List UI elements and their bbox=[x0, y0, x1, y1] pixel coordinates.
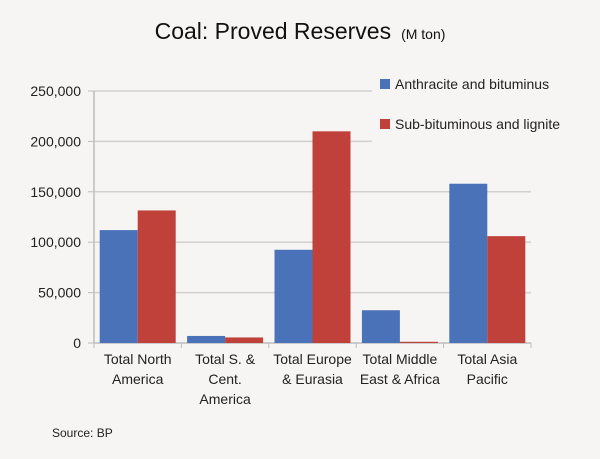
bar-subbituminous bbox=[487, 236, 526, 343]
chart-unit: (M ton) bbox=[401, 26, 446, 42]
x-category-label: Total North America bbox=[104, 351, 172, 387]
bar-anthracite bbox=[187, 335, 226, 343]
legend-background bbox=[372, 80, 600, 150]
bar-subbituminous bbox=[225, 337, 264, 343]
bar-anthracite bbox=[274, 249, 313, 343]
y-tick-label: 200,000 bbox=[30, 133, 81, 149]
bar-subbituminous bbox=[312, 131, 351, 343]
x-category-label: Total Middle East & Africa bbox=[360, 351, 440, 387]
y-tick-label: 100,000 bbox=[30, 234, 81, 250]
bar-anthracite bbox=[449, 183, 488, 343]
bar-subbituminous bbox=[399, 341, 438, 343]
chart-title-text: Coal: Proved Reserves bbox=[154, 18, 392, 44]
y-tick-label: 150,000 bbox=[30, 184, 81, 200]
legend-label: Anthracite and bituminus bbox=[395, 76, 549, 92]
bar-anthracite bbox=[361, 310, 400, 343]
x-category-label: Total S. & Cent. America bbox=[195, 351, 256, 407]
chart-title: Coal: Proved Reserves (M ton) bbox=[0, 18, 600, 45]
x-category-label: Total Asia Pacific bbox=[457, 351, 517, 387]
y-tick-label: 0 bbox=[73, 335, 81, 351]
legend-label: Sub-bituminous and lignite bbox=[395, 116, 560, 132]
legend-swatch bbox=[380, 79, 390, 89]
y-tick-label: 50,000 bbox=[38, 285, 81, 301]
legend-swatch bbox=[380, 119, 390, 129]
bar-subbituminous bbox=[137, 210, 176, 343]
bar-anthracite bbox=[99, 230, 138, 343]
source-note: Source: BP bbox=[52, 426, 113, 440]
bars bbox=[99, 131, 526, 343]
legend: Anthracite and bituminus Sub-bituminous a… bbox=[372, 76, 600, 150]
y-axis-ticks: 0 50,000 100,000 150,000 200,000 250,000 bbox=[30, 83, 81, 351]
y-tick-label: 250,000 bbox=[30, 83, 81, 99]
x-axis-labels: Total North America Total S. & Cent. America… bbox=[104, 351, 518, 407]
x-category-label: Total Europe & Eurasia bbox=[273, 351, 352, 387]
